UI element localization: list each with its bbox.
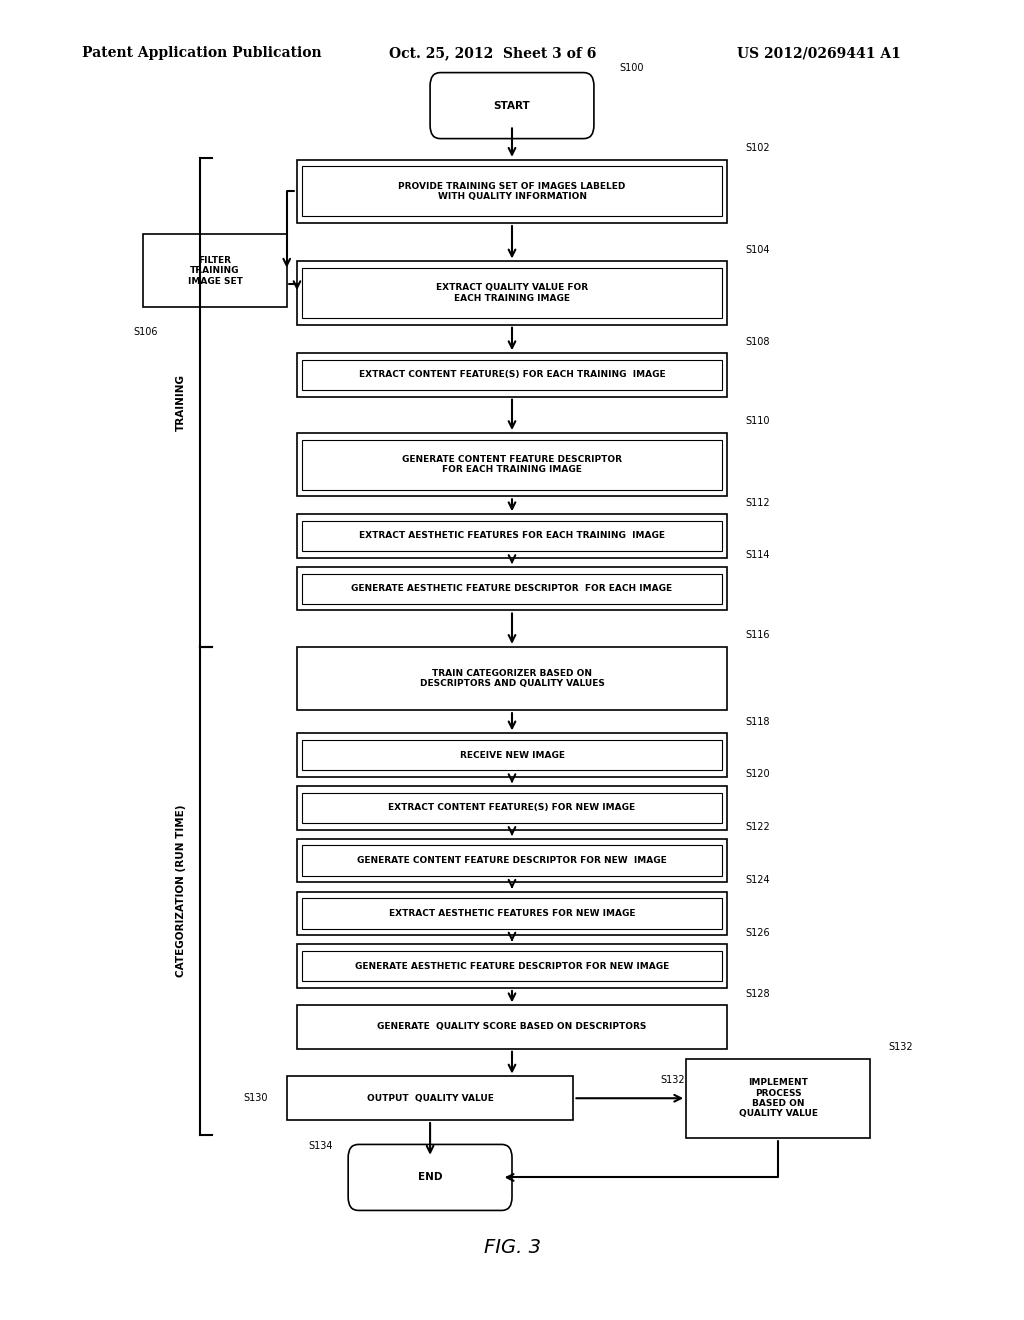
Text: TRAIN CATEGORIZER BASED ON
DESCRIPTORS AND QUALITY VALUES: TRAIN CATEGORIZER BASED ON DESCRIPTORS A…	[420, 669, 604, 688]
Text: CATEGORIZATION (RUN TIME): CATEGORIZATION (RUN TIME)	[176, 805, 186, 977]
Bar	[287, 1077, 573, 1119]
Bar	[302, 520, 722, 552]
Text: RECEIVE NEW IMAGE: RECEIVE NEW IMAGE	[460, 751, 564, 759]
Bar	[302, 898, 722, 929]
Bar	[302, 359, 722, 391]
Bar	[297, 647, 727, 710]
Bar	[302, 573, 722, 603]
Text: S130: S130	[244, 1093, 268, 1104]
Text: GENERATE  QUALITY SCORE BASED ON DESCRIPTORS: GENERATE QUALITY SCORE BASED ON DESCRIPT…	[377, 1023, 647, 1031]
Text: GENERATE CONTENT FEATURE DESCRIPTOR FOR NEW  IMAGE: GENERATE CONTENT FEATURE DESCRIPTOR FOR …	[357, 857, 667, 865]
Text: GENERATE CONTENT FEATURE DESCRIPTOR
FOR EACH TRAINING IMAGE: GENERATE CONTENT FEATURE DESCRIPTOR FOR …	[402, 455, 622, 474]
Text: S120: S120	[745, 770, 770, 779]
Text: EXTRACT CONTENT FEATURE(S) FOR EACH TRAINING  IMAGE: EXTRACT CONTENT FEATURE(S) FOR EACH TRAI…	[358, 371, 666, 379]
Text: Oct. 25, 2012  Sheet 3 of 6: Oct. 25, 2012 Sheet 3 of 6	[389, 46, 597, 61]
Bar	[297, 160, 727, 223]
Text: EXTRACT QUALITY VALUE FOR
EACH TRAINING IMAGE: EXTRACT QUALITY VALUE FOR EACH TRAINING …	[436, 284, 588, 302]
Text: S132: S132	[889, 1041, 913, 1052]
Bar	[302, 268, 722, 318]
Text: S118: S118	[745, 717, 770, 726]
Text: END: END	[418, 1172, 442, 1183]
Text: S112: S112	[745, 498, 770, 508]
Bar	[302, 166, 722, 216]
Text: S132: S132	[660, 1074, 685, 1085]
Text: OUTPUT  QUALITY VALUE: OUTPUT QUALITY VALUE	[367, 1094, 494, 1102]
Bar	[297, 892, 727, 935]
FancyBboxPatch shape	[348, 1144, 512, 1210]
Bar	[297, 433, 727, 496]
Text: TRAINING: TRAINING	[176, 374, 186, 432]
Text: EXTRACT CONTENT FEATURE(S) FOR NEW IMAGE: EXTRACT CONTENT FEATURE(S) FOR NEW IMAGE	[388, 804, 636, 812]
Bar	[297, 787, 727, 830]
Text: FIG. 3: FIG. 3	[483, 1238, 541, 1257]
Bar	[302, 950, 722, 982]
Text: S110: S110	[745, 416, 770, 426]
Text: START: START	[494, 100, 530, 111]
Bar	[302, 792, 722, 824]
Text: S102: S102	[745, 143, 770, 153]
Text: S108: S108	[745, 337, 770, 347]
Bar	[302, 846, 722, 876]
Bar	[686, 1059, 870, 1138]
Bar	[297, 566, 727, 610]
Text: FILTER
TRAINING
IMAGE SET: FILTER TRAINING IMAGE SET	[187, 256, 243, 285]
Bar	[297, 734, 727, 776]
Bar	[302, 440, 722, 490]
Text: S116: S116	[745, 630, 770, 640]
Text: GENERATE AESTHETIC FEATURE DESCRIPTOR FOR NEW IMAGE: GENERATE AESTHETIC FEATURE DESCRIPTOR FO…	[355, 962, 669, 970]
Text: EXTRACT AESTHETIC FEATURES FOR EACH TRAINING  IMAGE: EXTRACT AESTHETIC FEATURES FOR EACH TRAI…	[359, 532, 665, 540]
Bar	[302, 739, 722, 771]
Text: GENERATE AESTHETIC FEATURE DESCRIPTOR  FOR EACH IMAGE: GENERATE AESTHETIC FEATURE DESCRIPTOR FO…	[351, 585, 673, 593]
Text: PROVIDE TRAINING SET OF IMAGES LABELED
WITH QUALITY INFORMATION: PROVIDE TRAINING SET OF IMAGES LABELED W…	[398, 182, 626, 201]
Text: S126: S126	[745, 928, 770, 937]
Text: Patent Application Publication: Patent Application Publication	[82, 46, 322, 61]
Text: S128: S128	[745, 989, 770, 998]
Bar	[297, 1006, 727, 1048]
Text: US 2012/0269441 A1: US 2012/0269441 A1	[737, 46, 901, 61]
Text: S100: S100	[620, 62, 644, 73]
Bar	[297, 945, 727, 987]
Text: S114: S114	[745, 550, 770, 560]
Bar	[297, 261, 727, 325]
Text: S134: S134	[308, 1140, 333, 1151]
Text: S106: S106	[133, 326, 158, 337]
Text: S122: S122	[745, 822, 770, 833]
Bar	[297, 513, 727, 557]
Text: S104: S104	[745, 244, 770, 255]
Bar	[297, 840, 727, 883]
Text: EXTRACT AESTHETIC FEATURES FOR NEW IMAGE: EXTRACT AESTHETIC FEATURES FOR NEW IMAGE	[389, 909, 635, 917]
FancyBboxPatch shape	[430, 73, 594, 139]
Text: S124: S124	[745, 875, 770, 884]
Text: IMPLEMENT
PROCESS
BASED ON
QUALITY VALUE: IMPLEMENT PROCESS BASED ON QUALITY VALUE	[738, 1078, 818, 1118]
Bar	[143, 234, 287, 306]
Bar	[297, 352, 727, 396]
